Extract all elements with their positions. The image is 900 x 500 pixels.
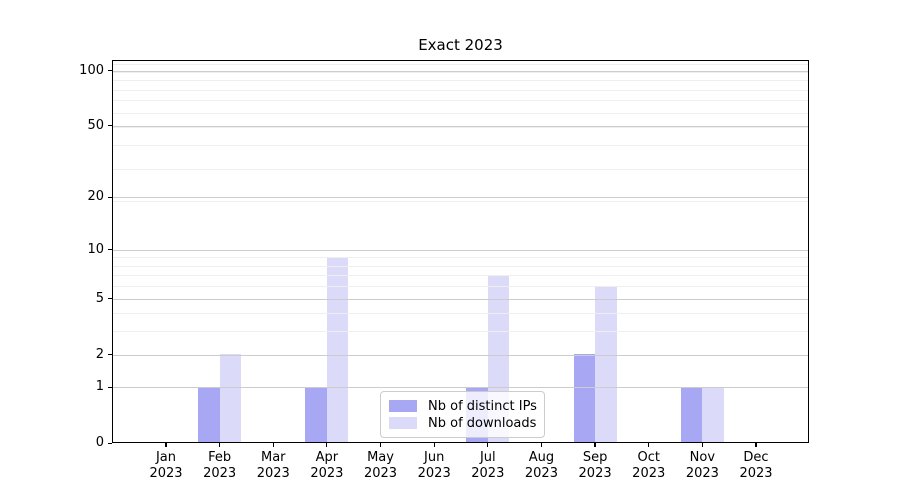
y-tick <box>108 249 112 251</box>
x-tick-label: Dec 2023 <box>739 450 773 481</box>
gridline-major <box>112 354 809 356</box>
bar-distinct-ips <box>680 387 703 443</box>
y-tick <box>108 298 112 300</box>
bar-downloads <box>219 354 242 443</box>
gridline-minor <box>112 275 809 277</box>
gridline-minor <box>112 286 809 288</box>
gridline-minor <box>112 100 809 102</box>
x-tick-label: Jul 2023 <box>471 450 505 481</box>
gridline-major <box>112 70 809 72</box>
y-tick-label: 2 <box>95 346 104 362</box>
gridline-minor <box>112 201 809 203</box>
y-tick <box>108 354 112 356</box>
x-tick-label: May 2023 <box>363 450 398 481</box>
gridline-minor <box>112 145 809 147</box>
y-tick <box>108 442 112 444</box>
y-tick-label: 100 <box>79 62 104 78</box>
x-tick-label: Jun 2023 <box>417 450 451 481</box>
x-tick <box>165 443 167 447</box>
x-tick <box>540 443 543 447</box>
y-tick-label: 1 <box>95 379 104 395</box>
legend-entry-distinct-ips: Nb of distinct IPs <box>389 398 537 414</box>
bar-distinct-ips <box>305 387 327 443</box>
y-tick-label: 20 <box>87 189 104 205</box>
bar-downloads <box>326 257 349 443</box>
y-tick-label: 5 <box>95 290 104 306</box>
gridline-minor <box>112 80 809 81</box>
y-tick <box>108 196 112 199</box>
x-tick <box>326 443 328 447</box>
x-tick <box>755 443 757 447</box>
x-tick <box>272 443 274 447</box>
gridline-minor <box>112 257 809 259</box>
x-tick-label: Mar 2023 <box>256 450 290 481</box>
gridline-minor <box>112 168 809 170</box>
y-tick-label: 0 <box>95 435 104 451</box>
plot-area <box>112 60 809 443</box>
legend-label-distinct-ips: Nb of distinct IPs <box>428 398 537 414</box>
bar-downloads <box>595 285 617 443</box>
bar-distinct-ips <box>198 387 220 443</box>
legend-entry-downloads: Nb of downloads <box>389 415 536 431</box>
gridline-major <box>112 387 809 389</box>
gridline-minor <box>112 112 809 114</box>
bar-downloads <box>702 387 724 443</box>
x-tick <box>701 443 703 447</box>
chart-title: Exact 2023 <box>418 36 503 54</box>
x-tick <box>379 443 382 447</box>
x-tick <box>648 443 650 447</box>
x-tick-label: Aug 2023 <box>524 450 558 481</box>
y-tick <box>108 125 112 127</box>
y-tick-label: 10 <box>87 241 104 257</box>
gridline-major <box>112 197 809 199</box>
y-tick <box>108 70 112 72</box>
gridline-minor <box>112 265 809 267</box>
gridline-minor <box>112 331 809 333</box>
y-tick-label: 50 <box>87 117 104 133</box>
x-tick <box>594 443 596 447</box>
gridline-major <box>112 125 809 127</box>
x-tick <box>219 443 221 447</box>
x-tick-label: Oct 2023 <box>632 450 666 481</box>
x-tick-label: Sep 2023 <box>578 450 612 481</box>
gridline-minor <box>112 127 809 129</box>
y-tick <box>108 386 112 388</box>
gridline-minor <box>112 89 809 91</box>
legend-label-downloads: Nb of downloads <box>428 415 537 431</box>
gridline-minor <box>112 313 809 315</box>
gridline-major <box>112 249 809 251</box>
x-tick-label: Jan 2023 <box>149 450 183 481</box>
x-tick <box>487 443 489 447</box>
legend-swatch-downloads-icon <box>389 417 417 429</box>
x-tick-label: Feb 2023 <box>203 450 237 481</box>
x-tick <box>433 443 435 447</box>
gridline-minor <box>112 63 809 65</box>
legend-swatch-distinct-ips-icon <box>389 400 417 412</box>
legend: Nb of distinct IPs Nb of downloads <box>380 391 545 438</box>
gridline-major <box>112 298 809 300</box>
x-tick-label: Nov 2023 <box>685 450 719 481</box>
x-tick-label: Apr 2023 <box>310 450 344 481</box>
bar-distinct-ips <box>573 354 596 443</box>
gridline-minor <box>112 71 809 73</box>
